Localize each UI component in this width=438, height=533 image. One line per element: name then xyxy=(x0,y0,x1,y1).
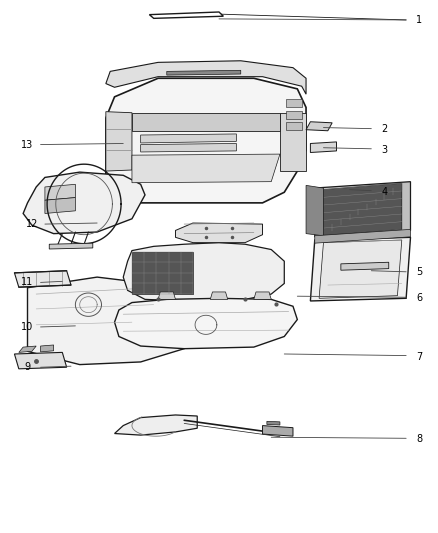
Polygon shape xyxy=(41,345,53,352)
Polygon shape xyxy=(341,262,389,270)
Polygon shape xyxy=(115,298,297,349)
Polygon shape xyxy=(176,223,262,243)
Polygon shape xyxy=(262,425,293,436)
Polygon shape xyxy=(106,112,132,171)
Text: 4: 4 xyxy=(381,187,388,197)
Polygon shape xyxy=(14,352,67,369)
Polygon shape xyxy=(306,185,323,236)
Text: 12: 12 xyxy=(26,219,38,229)
Polygon shape xyxy=(323,183,402,236)
Polygon shape xyxy=(106,61,306,94)
Polygon shape xyxy=(286,122,302,130)
Polygon shape xyxy=(45,198,75,214)
Text: 2: 2 xyxy=(381,124,388,134)
Polygon shape xyxy=(14,271,71,287)
Text: 8: 8 xyxy=(416,434,422,444)
Polygon shape xyxy=(132,113,280,131)
Polygon shape xyxy=(106,78,306,203)
Polygon shape xyxy=(315,182,410,237)
Polygon shape xyxy=(115,415,197,435)
Polygon shape xyxy=(311,142,336,152)
Polygon shape xyxy=(280,113,306,171)
Text: 9: 9 xyxy=(25,362,31,372)
Text: 7: 7 xyxy=(416,352,422,361)
Polygon shape xyxy=(254,292,271,300)
Text: 3: 3 xyxy=(381,145,388,155)
Polygon shape xyxy=(45,184,75,200)
Polygon shape xyxy=(141,143,237,152)
Text: 1: 1 xyxy=(416,15,422,25)
Polygon shape xyxy=(132,154,280,183)
Polygon shape xyxy=(286,100,302,108)
Text: 10: 10 xyxy=(21,322,34,333)
Polygon shape xyxy=(210,292,228,300)
Polygon shape xyxy=(19,346,36,352)
Text: 6: 6 xyxy=(416,293,422,303)
Polygon shape xyxy=(132,252,193,294)
Polygon shape xyxy=(28,277,193,365)
Polygon shape xyxy=(158,292,176,300)
Polygon shape xyxy=(311,237,410,301)
Polygon shape xyxy=(123,243,284,301)
Polygon shape xyxy=(149,12,223,18)
Text: 13: 13 xyxy=(21,140,34,150)
Polygon shape xyxy=(306,122,332,131)
Text: 11: 11 xyxy=(21,277,34,287)
Polygon shape xyxy=(49,243,93,249)
Polygon shape xyxy=(319,240,402,298)
Polygon shape xyxy=(167,70,241,75)
Polygon shape xyxy=(315,229,410,243)
Polygon shape xyxy=(286,111,302,119)
Text: 5: 5 xyxy=(416,267,422,277)
Polygon shape xyxy=(23,172,145,233)
Polygon shape xyxy=(267,421,280,425)
Polygon shape xyxy=(141,134,237,143)
